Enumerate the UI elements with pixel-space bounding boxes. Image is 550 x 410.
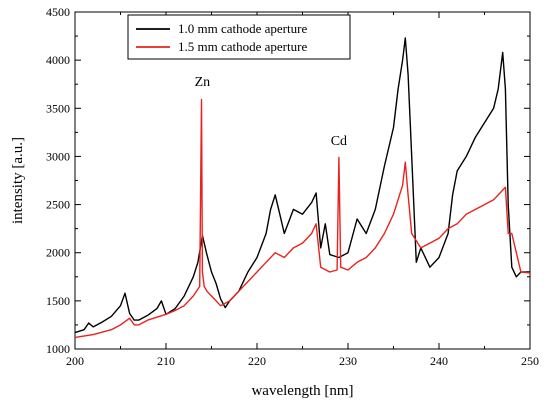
y-tick-label: 4000 xyxy=(46,53,70,67)
x-axis-title: wavelength [nm] xyxy=(251,383,353,399)
y-tick-label: 2500 xyxy=(46,198,70,212)
legend: 1.0 mm cathode aperture 1.5 mm cathode ap… xyxy=(127,14,351,60)
y-tick-label: 2000 xyxy=(46,246,70,260)
x-tick-label: 220 xyxy=(248,354,266,368)
series-line-2 xyxy=(74,98,531,339)
y-tick-label: 3500 xyxy=(46,101,70,115)
x-axis: 200 210 220 230 240 250 xyxy=(66,12,539,368)
y-axis-title: intensity [a.u.] xyxy=(10,137,26,224)
legend-label: 1.5 mm cathode aperture xyxy=(178,39,307,54)
legend-label: 1.0 mm cathode aperture xyxy=(178,21,307,36)
y-axis: 1000 1500 2000 2500 3000 3500 4000 4500 xyxy=(46,5,530,356)
annotation-layer: Zn Cd xyxy=(195,75,347,149)
annotation-label: Cd xyxy=(331,134,347,149)
series-layer xyxy=(74,37,531,339)
x-tick-label: 240 xyxy=(430,354,448,368)
x-tick-label: 230 xyxy=(339,354,357,368)
legend-box xyxy=(127,14,351,60)
series-line-1 xyxy=(74,37,530,334)
x-tick-label: 210 xyxy=(157,354,175,368)
x-tick-label: 200 xyxy=(66,354,84,368)
y-tick-label: 1000 xyxy=(46,342,70,356)
plot-border xyxy=(74,11,531,350)
y-tick-label: 3000 xyxy=(46,149,70,163)
y-tick-label: 4500 xyxy=(46,5,70,19)
x-tick-label: 250 xyxy=(521,354,539,368)
plot-frame xyxy=(74,11,531,350)
annotation-label: Zn xyxy=(195,75,211,90)
y-tick-label: 1500 xyxy=(46,294,70,308)
